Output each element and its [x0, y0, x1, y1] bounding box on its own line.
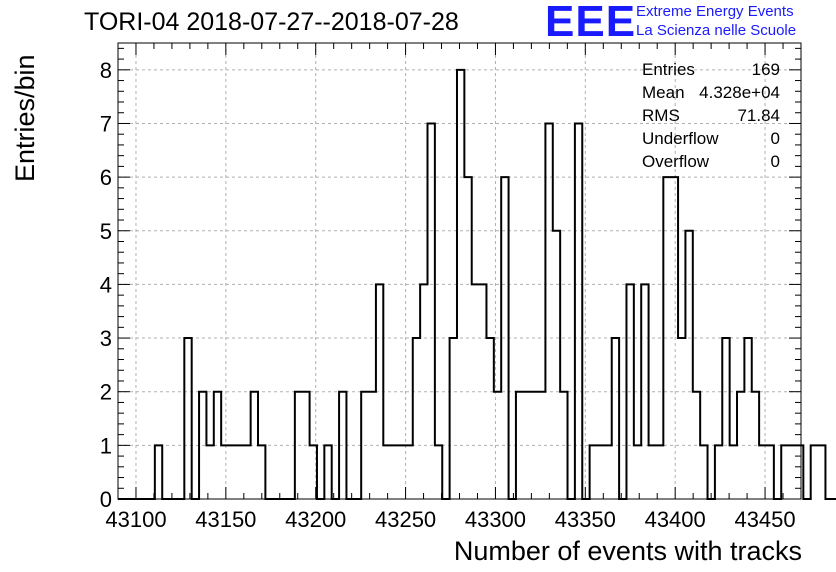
- y-tick-label: 6: [100, 165, 112, 190]
- y-tick-label: 5: [100, 219, 112, 244]
- x-tick-label: 43400: [645, 507, 706, 532]
- histogram-bin: [450, 338, 457, 499]
- y-tick-label: 0: [100, 487, 112, 512]
- y-tick-label: 2: [100, 380, 112, 405]
- histogram-bin: [575, 123, 582, 499]
- histogram-bin: [184, 338, 191, 499]
- histogram-bin: [383, 445, 390, 499]
- histogram-bin: [428, 123, 435, 499]
- histogram-bin: [604, 445, 611, 499]
- histogram-bin: [781, 445, 788, 499]
- histogram-bin: [229, 445, 236, 499]
- histogram-bin: [818, 445, 825, 499]
- x-tick-label: 43100: [105, 507, 166, 532]
- logo-line-2: La Scienza nelle Scuole: [636, 22, 797, 39]
- histogram-bin: [678, 338, 685, 499]
- histogram-bin: [656, 445, 663, 499]
- histogram-bin: [789, 445, 796, 499]
- histogram-bin: [413, 338, 420, 499]
- histogram-bin: [744, 338, 751, 499]
- histogram-bin: [766, 445, 773, 499]
- histogram-bin: [700, 445, 707, 499]
- y-tick-label: 1: [100, 433, 112, 458]
- x-tick-label: 43200: [285, 507, 346, 532]
- y-tick-label: 4: [100, 272, 112, 297]
- histogram-bin: [649, 445, 656, 499]
- logo-line-1: Extreme Energy Events: [636, 3, 794, 20]
- stat-key: RMS: [642, 106, 680, 125]
- histogram-bin: [685, 231, 692, 499]
- x-tick-label: 43250: [375, 507, 436, 532]
- histogram-bin: [796, 445, 803, 499]
- histogram-bin: [391, 445, 398, 499]
- histogram-bin: [243, 445, 250, 499]
- stat-key: Overflow: [642, 152, 710, 171]
- histogram-bin: [715, 445, 722, 499]
- histogram-bin: [236, 445, 243, 499]
- histogram-bin: [730, 445, 737, 499]
- y-tick-label: 7: [100, 111, 112, 136]
- histogram-bin: [435, 445, 442, 499]
- chart-title: TORI-04 2018-07-27--2018-07-28: [84, 8, 459, 36]
- histogram-bin: [722, 338, 729, 499]
- stat-key: Entries: [642, 60, 695, 79]
- stat-value: 4.328e+04: [699, 83, 780, 102]
- histogram-bin: [398, 445, 405, 499]
- histogram-bin: [545, 123, 552, 499]
- histogram-bin: [221, 445, 228, 499]
- histogram-bin: [486, 338, 493, 499]
- x-tick-label: 43450: [734, 507, 795, 532]
- x-tick-label: 43300: [465, 507, 526, 532]
- x-tick-label: 43350: [555, 507, 616, 532]
- x-axis-label: Number of events with tracks: [453, 536, 802, 566]
- histogram-bin: [155, 445, 162, 499]
- stat-value: 0: [770, 129, 780, 148]
- histogram-bin: [324, 445, 331, 499]
- histogram-bin: [206, 445, 213, 499]
- stat-key: Mean: [642, 83, 685, 102]
- y-tick-label: 8: [100, 58, 112, 83]
- y-tick-label: 3: [100, 326, 112, 351]
- stat-value: 0: [770, 152, 780, 171]
- histogram-bin: [597, 445, 604, 499]
- stat-value: 71.84: [737, 106, 780, 125]
- stat-key: Underflow: [642, 129, 719, 148]
- histogram-bin: [553, 231, 560, 499]
- histogram-bin: [634, 445, 641, 499]
- stat-value: 169: [751, 60, 780, 79]
- histogram-bin: [612, 338, 619, 499]
- histogram-bin: [811, 445, 818, 499]
- x-tick-label: 43150: [195, 507, 256, 532]
- y-axis-label: Entries/bin: [10, 54, 40, 182]
- eee-logo: EEE: [545, 0, 637, 46]
- histogram-bin: [258, 445, 265, 499]
- histogram-bin: [590, 445, 597, 499]
- histogram-bin: [405, 445, 412, 499]
